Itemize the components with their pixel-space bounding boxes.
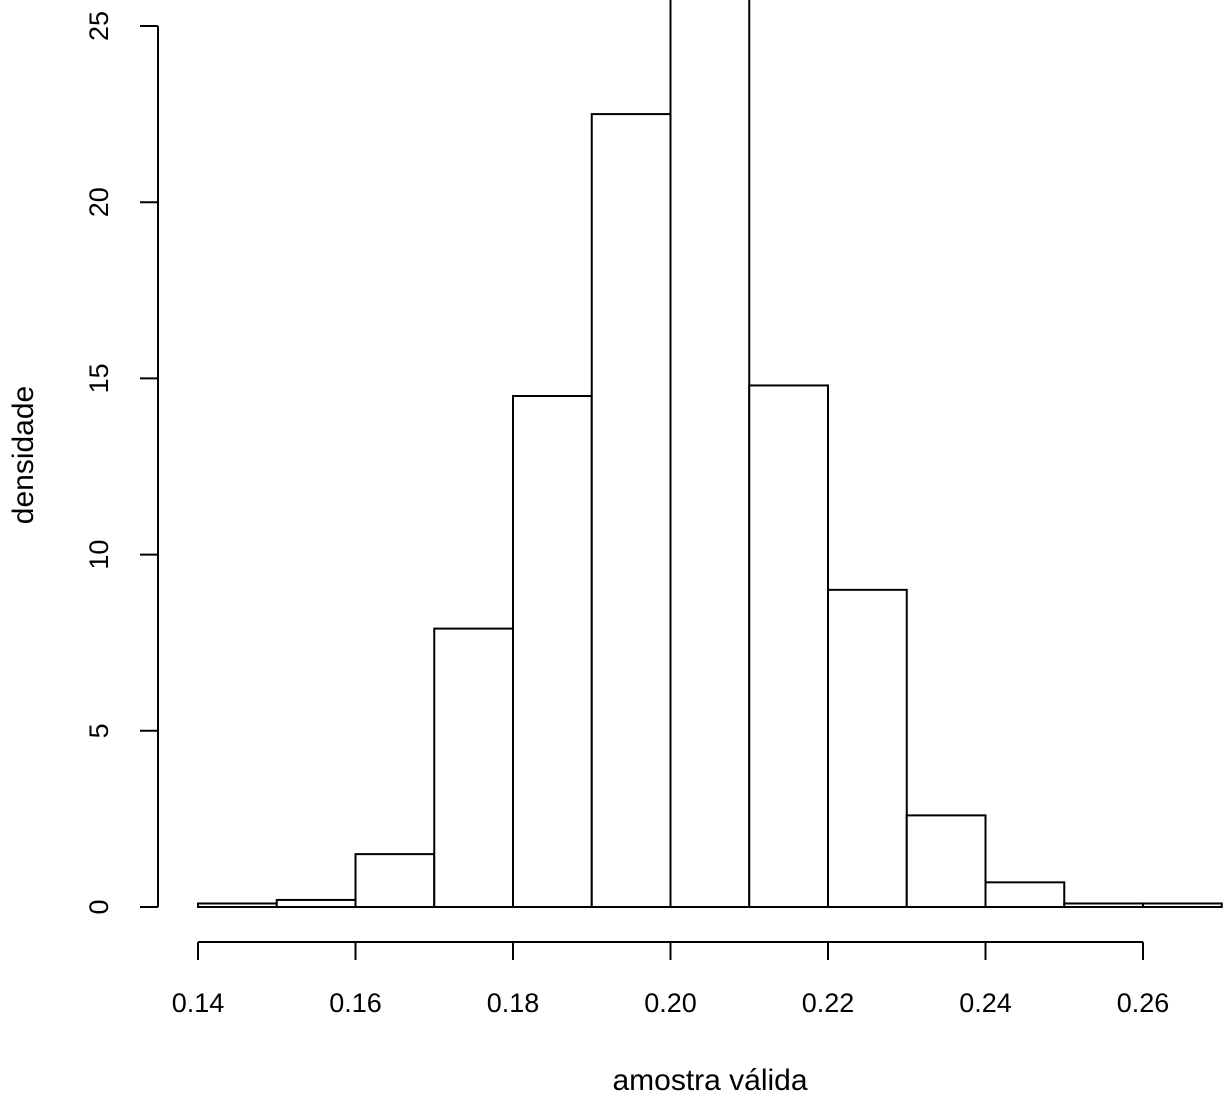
histogram-bar-5 xyxy=(590,113,672,909)
x-tick-label-5: 0.24 xyxy=(959,988,1012,1018)
histogram-bar-9 xyxy=(905,814,987,908)
histogram-bar-4 xyxy=(512,395,593,908)
histogram-bar-12 xyxy=(1142,902,1223,909)
histogram-bar-3 xyxy=(433,627,514,908)
y-tick-label-3: 15 xyxy=(84,363,114,393)
x-tick-label-0: 0.14 xyxy=(172,988,225,1018)
y-tick-label-4: 20 xyxy=(84,187,114,217)
x-tick-label-1: 0.16 xyxy=(329,988,382,1018)
y-axis-label: densidade xyxy=(7,386,40,524)
histogram-bar-0 xyxy=(197,902,278,909)
histogram-bar-11 xyxy=(1063,902,1144,909)
histogram-bar-2 xyxy=(354,853,436,909)
histogram-bar-6 xyxy=(669,0,751,908)
x-tick-label-6: 0.26 xyxy=(1117,988,1170,1018)
x-axis-label: amostra válida xyxy=(612,1064,807,1096)
histogram-bar-10 xyxy=(984,881,1066,908)
y-tick-label-5: 25 xyxy=(84,11,114,41)
x-tick-label-2: 0.18 xyxy=(487,988,540,1018)
y-tick-label-0: 0 xyxy=(84,899,114,914)
y-axis: 0 5 10 15 20 25 xyxy=(84,11,159,915)
histogram-bars xyxy=(197,0,1223,909)
histogram-bar-1 xyxy=(275,898,357,909)
x-axis: 0.14 0.16 0.18 0.20 0.22 0.24 0.26 xyxy=(172,941,1170,1018)
y-tick-label-1: 5 xyxy=(84,723,114,738)
histogram-bar-7 xyxy=(748,384,829,908)
y-tick-label-2: 10 xyxy=(84,540,114,570)
x-tick-label-3: 0.20 xyxy=(644,988,697,1018)
histogram-bar-8 xyxy=(827,588,908,909)
x-tick-label-4: 0.22 xyxy=(802,988,855,1018)
